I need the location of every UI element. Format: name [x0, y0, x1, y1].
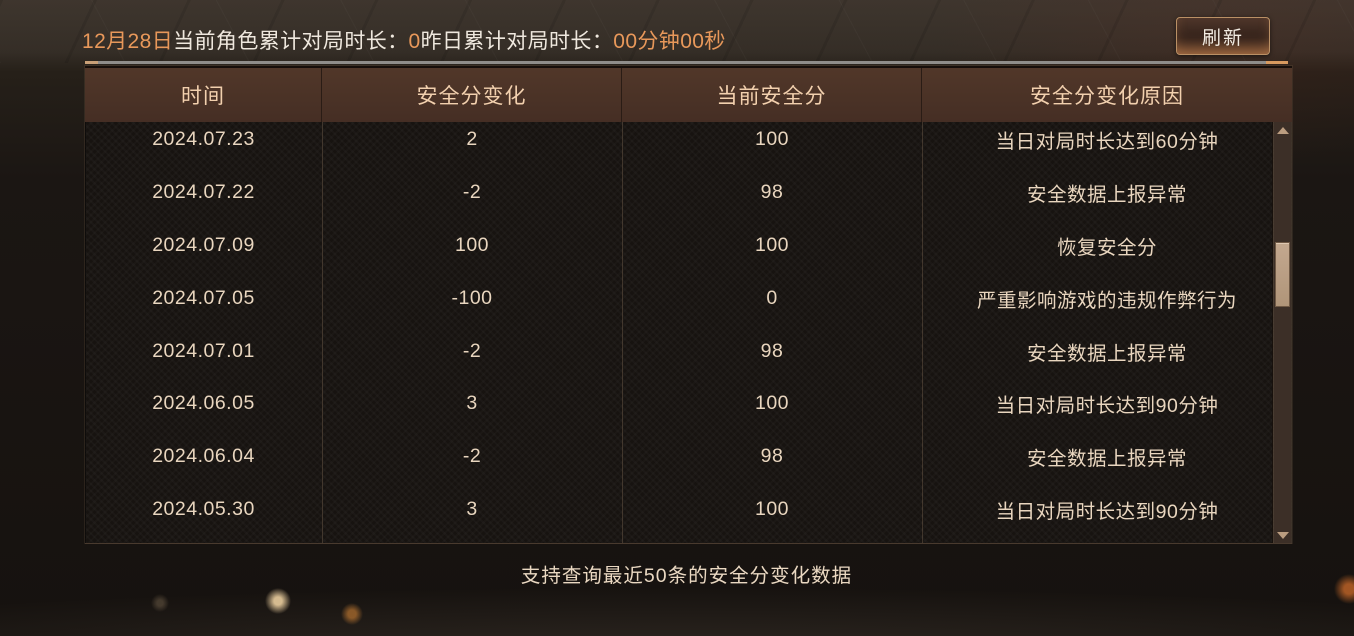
- scroll-down-button[interactable]: [1273, 527, 1292, 543]
- cell-reason: 严重影响游戏的违规作弊行为: [976, 289, 1237, 312]
- header-divider: [85, 61, 1288, 64]
- cell-reason: 安全数据上报异常: [1026, 342, 1187, 365]
- today-playtime-value: 0: [408, 30, 421, 53]
- cell-change: 3: [466, 392, 478, 415]
- column-header-score: 当前安全分: [622, 68, 922, 122]
- table-body: 2024.07.23 2 100 当日对局时长达到60分钟 2024.07.22…: [85, 122, 1292, 543]
- cell-reason: 恢复安全分: [1056, 236, 1157, 259]
- refresh-button[interactable]: 刷新: [1176, 17, 1270, 55]
- table-row: 2024.07.01 -2 98 安全数据上报异常: [85, 325, 1292, 378]
- cell-score: 98: [760, 445, 784, 468]
- column-divider: [622, 122, 623, 543]
- footer-note: 支持查询最近50条的安全分变化数据: [520, 565, 853, 587]
- cell-change: -2: [462, 445, 482, 468]
- cell-score: 100: [754, 127, 790, 150]
- cell-reason: 当日对局时长达到90分钟: [995, 395, 1219, 418]
- cell-date: 2024.07.05: [152, 286, 255, 309]
- cell-score: 0: [766, 286, 778, 309]
- table-row: 2024.05.30 3 100 当日对局时长达到90分钟: [85, 483, 1292, 536]
- today-playtime-label: 当前角色累计对局时长：: [173, 30, 409, 53]
- column-header-time: 时间: [85, 68, 322, 122]
- cell-date: 2024.06.04: [152, 445, 255, 468]
- cell-date: 2024.07.22: [152, 180, 255, 203]
- scroll-up-icon: [1276, 127, 1289, 134]
- yesterday-playtime-value: 00分钟00秒: [613, 30, 726, 53]
- cell-date: 2024.07.09: [152, 233, 255, 256]
- cell-score: 100: [754, 233, 790, 256]
- table-row: 2024.06.04 -2 98 安全数据上报异常: [85, 430, 1292, 483]
- playtime-summary: 12月28日当前角色累计对局时长：0昨日累计对局时长：00分钟00秒: [82, 25, 726, 55]
- cell-change: -2: [462, 339, 482, 362]
- background-decor: [0, 0, 1354, 63]
- column-header-reason: 安全分变化原因: [1030, 85, 1184, 108]
- cell-reason: 当日对局时长达到90分钟: [995, 501, 1219, 524]
- table-rows: 2024.07.23 2 100 当日对局时长达到60分钟 2024.07.22…: [85, 122, 1292, 536]
- cell-change: 100: [454, 233, 490, 256]
- column-divider: [322, 122, 323, 543]
- scrollbar[interactable]: [1272, 122, 1292, 543]
- cell-date: 2024.07.23: [152, 127, 255, 150]
- cell-change: -2: [462, 180, 482, 203]
- cell-reason: 当日对局时长达到60分钟: [995, 130, 1219, 153]
- cell-score: 98: [760, 180, 784, 203]
- table-row: 2024.07.05 -100 0 严重影响游戏的违规作弊行为: [85, 272, 1292, 325]
- cell-reason: 安全数据上报异常: [1026, 183, 1187, 206]
- scroll-down-icon: [1276, 532, 1289, 539]
- cell-score: 100: [754, 498, 790, 521]
- column-header-change: 安全分变化: [322, 68, 622, 122]
- table-header: 时间 安全分变化 当前安全分 安全分变化原因: [85, 66, 1292, 122]
- cell-change: -100: [451, 286, 493, 309]
- cell-change: 2: [466, 127, 478, 150]
- scroll-thumb[interactable]: [1275, 242, 1290, 307]
- cell-score: 100: [754, 392, 790, 415]
- current-date: 12月28日: [82, 30, 174, 53]
- cell-score: 98: [760, 339, 784, 362]
- scroll-up-button[interactable]: [1273, 122, 1292, 138]
- table-row: 2024.07.23 2 100 当日对局时长达到60分钟: [85, 122, 1292, 166]
- yesterday-playtime-label: 昨日累计对局时长：: [420, 30, 614, 53]
- column-divider: [922, 122, 923, 543]
- cell-change: 3: [466, 498, 478, 521]
- table-row: 2024.07.09 100 100 恢复安全分: [85, 219, 1292, 272]
- cell-date: 2024.06.05: [152, 392, 255, 415]
- table-row: 2024.06.05 3 100 当日对局时长达到90分钟: [85, 377, 1292, 430]
- cell-date: 2024.05.30: [152, 498, 255, 521]
- table-row: 2024.07.22 -2 98 安全数据上报异常: [85, 166, 1292, 219]
- security-score-table: 时间 安全分变化 当前安全分 安全分变化原因 2024.07.23 2 100 …: [84, 65, 1293, 544]
- cell-date: 2024.07.01: [152, 339, 255, 362]
- cell-reason: 安全数据上报异常: [1026, 448, 1187, 471]
